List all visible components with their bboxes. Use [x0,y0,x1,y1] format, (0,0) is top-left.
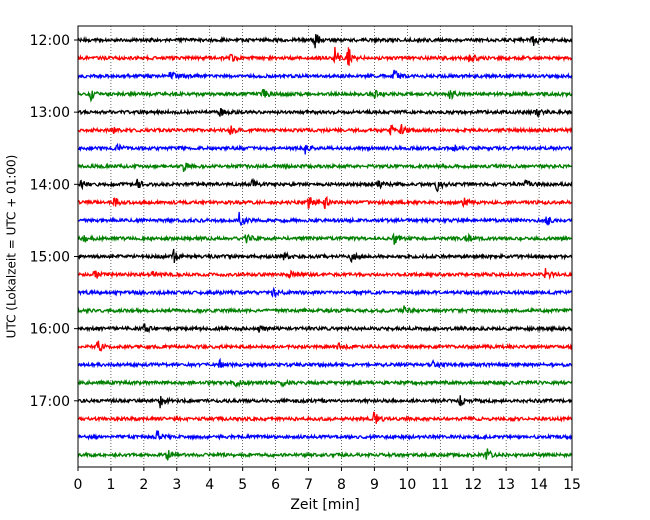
trace-1530 [77,286,573,299]
x-tick-label: 5 [238,477,247,493]
x-tick-label: 14 [530,477,548,493]
y-axis-ticks: 12:00 13:00 14:00 15:00 16:00 17:00 [30,33,78,410]
x-tick-label: 3 [172,477,181,493]
x-axis-ticks: 0 1 2 3 4 5 6 7 8 9 10 11 12 13 14 15 [74,467,581,493]
x-tick-label: 13 [497,477,515,493]
x-tick-label: 7 [304,477,313,493]
plot-frame [77,25,573,468]
trace-1300 [77,107,573,119]
trace-1715 [77,411,573,424]
x-tick-label: 4 [205,477,214,493]
x-tick-label: 0 [74,477,83,493]
y-tick-label: 12:00 [30,33,70,49]
x-tick-label: 6 [271,477,280,493]
trace-1545 [77,305,573,315]
trace-1415 [77,195,573,210]
trace-1615 [77,340,573,352]
trace-1200 [77,33,573,49]
y-axis-label: UTC (Lokalzeit = UTC + 01:00) [5,155,19,339]
y-tick-label: 13:00 [30,105,70,121]
trace-1400 [77,177,573,193]
y-tick-label: 15:00 [30,249,70,265]
trace-1700 [77,395,573,409]
y-tick-label: 16:00 [30,322,70,338]
trace-1515 [77,268,573,281]
y-tick-label: 17:00 [30,394,70,410]
y-tick-label: 14:00 [30,177,70,193]
trace-1745 [77,448,573,461]
trace-1230 [77,69,573,81]
trace-1445 [77,232,573,245]
trace-1315 [77,123,573,136]
trace-1430 [77,211,573,226]
trace-1330 [77,142,573,155]
trace-1245 [77,88,573,103]
x-tick-label: 12 [464,477,482,493]
trace-1345 [77,162,573,173]
x-tick-label: 11 [431,477,449,493]
trace-1500 [77,248,573,264]
x-tick-label: 15 [563,477,581,493]
trace-1645 [77,378,573,388]
trace-1600 [77,323,573,334]
trace-1730 [77,430,573,441]
x-tick-label: 8 [337,477,346,493]
x-tick-label: 10 [398,477,416,493]
trace-1215 [77,46,573,66]
x-axis-label: Zeit [min] [290,497,359,513]
seismic-traces [77,33,573,461]
x-tick-label: 1 [106,477,115,493]
x-tick-label: 9 [370,477,379,493]
trace-1630 [77,357,573,369]
x-tick-label: 2 [139,477,148,493]
